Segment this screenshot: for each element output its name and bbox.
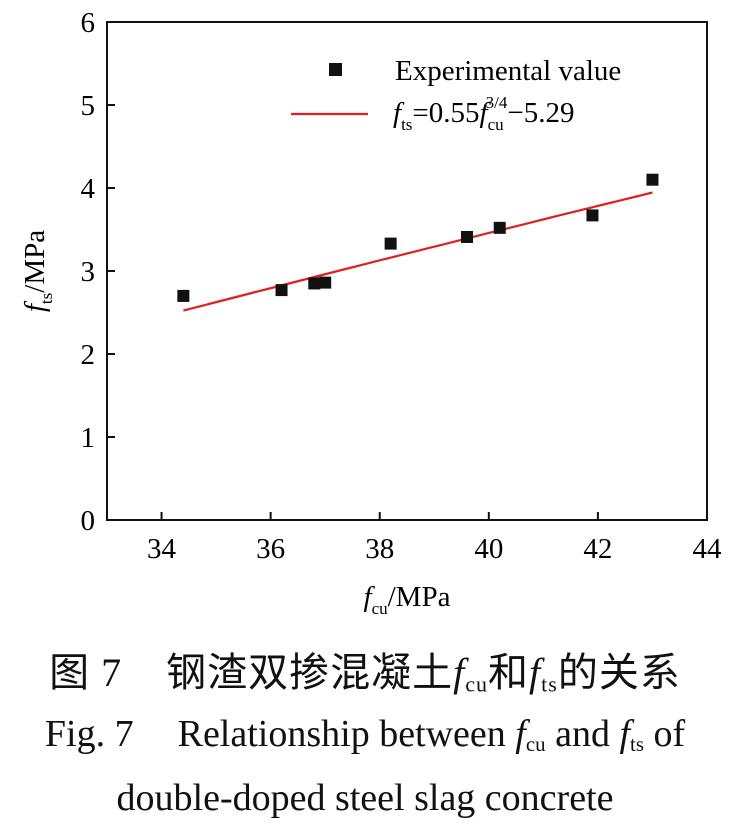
data-points — [177, 173, 659, 302]
data-point-5 — [461, 230, 473, 243]
caption-en-prefix: Fig. 7 — [44, 713, 134, 755]
legend: Experimental value fts=0.55fcu3/4−5.29 — [291, 55, 621, 134]
caption-en-f1: f — [515, 713, 526, 755]
x-tick-label-44: 44 — [693, 533, 723, 565]
legend-fit-exp: 3/4 — [486, 93, 508, 112]
legend-marker-square — [329, 63, 342, 76]
caption-en-s1: cu — [525, 732, 546, 757]
x-axis-label-sub: cu — [372, 599, 389, 618]
data-point-8 — [646, 173, 659, 186]
data-point-0 — [177, 289, 190, 302]
fit-curve — [183, 191, 653, 312]
legend-fit-s2: cu — [488, 115, 505, 134]
legend-fit-tail: −5.29 — [507, 97, 574, 129]
caption-english-line1: Fig. 7 Relationship between fcu and fts o… — [0, 712, 730, 757]
legend-label-experimental: Experimental value — [395, 55, 621, 87]
caption-en-text1: Relationship between — [177, 713, 516, 755]
x-axis-ticks: 34 36 38 40 42 44 — [147, 512, 722, 565]
caption-english-line2: double-doped steel slag concrete — [0, 776, 730, 820]
x-tick-label-34: 34 — [147, 533, 177, 565]
caption-en-of: of — [643, 713, 686, 755]
x-tick-label-36: 36 — [256, 533, 285, 565]
data-point-7 — [586, 209, 599, 222]
caption-chinese: 图 7 钢渣双掺混凝土fcu和fts的关系 — [0, 640, 730, 698]
y-tick-label-4: 4 — [81, 173, 96, 205]
caption-en-line2: double-doped steel slag concrete — [116, 777, 614, 819]
caption-cn-text2: 的关系 — [557, 650, 681, 695]
y-tick-label-0: 0 — [81, 505, 96, 537]
legend-label-fit: fts=0.55fcu3/4−5.29 — [393, 93, 574, 134]
x-tick-label-38: 38 — [365, 533, 394, 565]
caption-cn-prefix: 图 7 — [49, 650, 123, 695]
caption-en-s2: ts — [630, 732, 644, 757]
caption-cn-f1: f — [453, 650, 466, 695]
x-axis-label: fcu/MPa — [364, 581, 451, 618]
plot-frame — [106, 21, 708, 521]
data-point-2 — [308, 277, 321, 290]
caption-cn-text1: 钢渣双掺混凝土 — [166, 650, 454, 695]
x-tick-label-42: 42 — [583, 533, 612, 565]
legend-fit-s1: ts — [401, 115, 412, 134]
y-axis-label-sub: ts — [37, 293, 56, 304]
y-axis-ticks: 0 1 2 3 4 5 6 — [81, 7, 115, 537]
y-tick-label-1: 1 — [81, 422, 96, 454]
caption-cn-f2: f — [529, 650, 542, 695]
x-axis-label-unit: /MPa — [388, 581, 451, 613]
data-point-6 — [493, 221, 506, 234]
caption-en-f2: f — [619, 713, 631, 755]
x-tick-label-40: 40 — [474, 533, 503, 565]
caption-en-and: and — [545, 713, 620, 755]
y-tick-label-6: 6 — [81, 7, 96, 39]
y-tick-label-5: 5 — [81, 90, 96, 122]
y-axis-label-unit: /MPa — [19, 230, 51, 293]
y-axis-label: fts/MPa — [19, 230, 56, 312]
y-tick-label-3: 3 — [81, 256, 96, 288]
data-point-1 — [275, 284, 288, 297]
caption-cn-s1: cu — [465, 671, 489, 697]
caption-cn-and: 和 — [488, 650, 530, 695]
data-point-4 — [384, 237, 397, 250]
data-point-3 — [319, 276, 332, 289]
legend-fit-eq: =0.55 — [412, 97, 479, 129]
caption-cn-s2: ts — [541, 671, 558, 697]
y-tick-label-2: 2 — [81, 339, 96, 371]
